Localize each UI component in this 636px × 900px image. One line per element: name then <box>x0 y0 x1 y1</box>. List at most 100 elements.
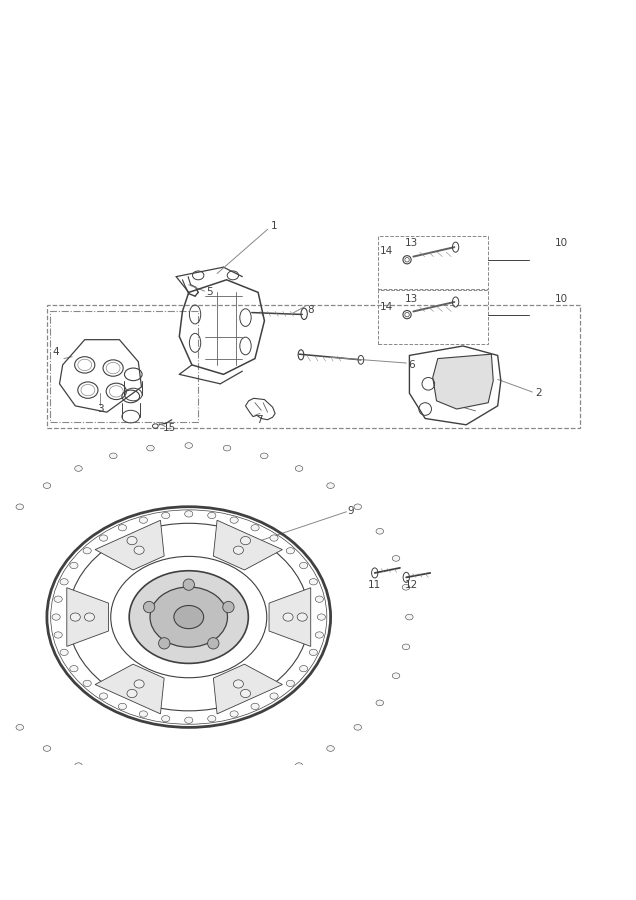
Text: 8: 8 <box>307 305 314 315</box>
Ellipse shape <box>233 546 244 554</box>
Text: 1: 1 <box>270 221 277 231</box>
Ellipse shape <box>54 596 62 602</box>
Ellipse shape <box>295 465 303 472</box>
Ellipse shape <box>354 504 361 509</box>
Ellipse shape <box>0 700 1 706</box>
Ellipse shape <box>183 579 195 590</box>
Ellipse shape <box>99 693 107 699</box>
Ellipse shape <box>376 528 384 534</box>
Ellipse shape <box>208 716 216 722</box>
Ellipse shape <box>70 613 80 621</box>
Ellipse shape <box>327 482 335 489</box>
Ellipse shape <box>118 703 127 709</box>
Text: 7: 7 <box>256 415 263 425</box>
Ellipse shape <box>233 680 244 688</box>
Ellipse shape <box>43 482 51 489</box>
Ellipse shape <box>223 446 231 451</box>
Text: 4: 4 <box>53 347 60 357</box>
Ellipse shape <box>109 776 117 781</box>
Bar <box>50 311 198 421</box>
Ellipse shape <box>139 711 148 717</box>
Ellipse shape <box>52 614 60 620</box>
Ellipse shape <box>315 596 324 602</box>
Ellipse shape <box>327 746 335 751</box>
Ellipse shape <box>208 512 216 518</box>
Ellipse shape <box>162 716 170 722</box>
Ellipse shape <box>223 783 231 789</box>
Ellipse shape <box>74 465 82 472</box>
Ellipse shape <box>60 579 68 585</box>
Ellipse shape <box>286 680 294 687</box>
Text: 10: 10 <box>555 293 567 303</box>
Ellipse shape <box>83 547 91 553</box>
Ellipse shape <box>354 724 361 730</box>
Text: 14: 14 <box>380 247 392 256</box>
Ellipse shape <box>144 601 155 613</box>
Ellipse shape <box>240 536 251 544</box>
Ellipse shape <box>286 547 294 553</box>
Ellipse shape <box>134 680 144 688</box>
Text: 10: 10 <box>555 238 567 248</box>
Text: 15: 15 <box>163 423 176 433</box>
Ellipse shape <box>251 525 259 531</box>
Ellipse shape <box>0 528 1 534</box>
Ellipse shape <box>270 535 278 541</box>
Ellipse shape <box>251 703 259 709</box>
Text: 2: 2 <box>536 388 542 399</box>
Ellipse shape <box>74 763 82 769</box>
Text: 3: 3 <box>97 404 104 414</box>
Ellipse shape <box>70 665 78 671</box>
Ellipse shape <box>118 525 127 531</box>
Ellipse shape <box>129 571 248 663</box>
Ellipse shape <box>184 717 193 724</box>
Polygon shape <box>213 520 282 570</box>
Ellipse shape <box>150 587 228 647</box>
Ellipse shape <box>230 517 238 523</box>
Ellipse shape <box>134 546 144 554</box>
Text: 9: 9 <box>347 506 354 517</box>
Ellipse shape <box>230 711 238 717</box>
Polygon shape <box>269 588 311 646</box>
Ellipse shape <box>16 724 24 730</box>
Ellipse shape <box>147 783 155 789</box>
Bar <box>47 305 579 428</box>
Text: 6: 6 <box>408 360 415 370</box>
Ellipse shape <box>147 446 155 451</box>
Ellipse shape <box>283 613 293 621</box>
Text: 11: 11 <box>368 580 382 590</box>
Ellipse shape <box>309 579 317 585</box>
Ellipse shape <box>16 504 24 509</box>
Ellipse shape <box>392 673 400 679</box>
Ellipse shape <box>162 512 170 518</box>
Ellipse shape <box>240 689 251 698</box>
Ellipse shape <box>185 786 193 791</box>
Ellipse shape <box>185 443 193 448</box>
Ellipse shape <box>184 511 193 517</box>
Polygon shape <box>95 520 164 570</box>
Polygon shape <box>95 664 164 714</box>
Ellipse shape <box>207 637 219 649</box>
Polygon shape <box>213 664 282 714</box>
Ellipse shape <box>402 584 410 590</box>
Ellipse shape <box>406 614 413 620</box>
Text: 13: 13 <box>404 238 418 248</box>
Ellipse shape <box>315 632 324 638</box>
Ellipse shape <box>109 453 117 459</box>
Ellipse shape <box>297 613 307 621</box>
Bar <box>378 236 488 289</box>
Ellipse shape <box>127 689 137 698</box>
Ellipse shape <box>376 700 384 706</box>
Ellipse shape <box>127 536 137 544</box>
Ellipse shape <box>402 644 410 650</box>
Ellipse shape <box>174 606 204 629</box>
Ellipse shape <box>260 776 268 781</box>
Text: 14: 14 <box>380 302 392 312</box>
Ellipse shape <box>54 632 62 638</box>
Ellipse shape <box>270 693 278 699</box>
Ellipse shape <box>392 555 400 562</box>
Ellipse shape <box>60 649 68 655</box>
Text: 5: 5 <box>206 287 213 297</box>
Ellipse shape <box>139 517 148 523</box>
Ellipse shape <box>260 453 268 459</box>
Ellipse shape <box>70 562 78 569</box>
